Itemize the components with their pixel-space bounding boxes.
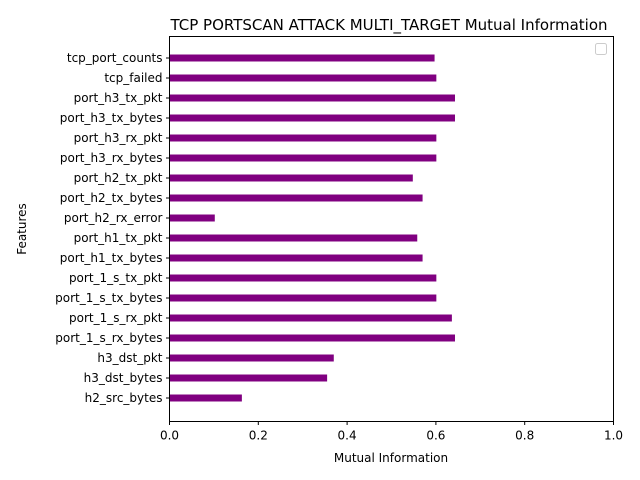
y-tick-label-port-h2-rx-error: port_h2_rx_error	[64, 211, 163, 225]
bar-port-h3-tx-pkt	[170, 95, 455, 102]
y-tick-label-h3-dst-bytes: h3_dst_bytes	[84, 371, 163, 385]
y-tick-label-port-h2-tx-bytes: port_h2_tx_bytes	[60, 191, 163, 205]
bar-port-1-s-rx-bytes	[170, 335, 455, 342]
x-axis-ticks: 0.0 0.2 0.4 0.6 0.8 1.0	[160, 422, 623, 443]
x-tick-label: 1.0	[604, 429, 623, 443]
bar-tcp-failed	[170, 75, 437, 82]
bar-port-h3-rx-pkt	[170, 135, 437, 142]
bars-group	[170, 55, 455, 402]
y-axis-ticks: tcp_port_counts tcp_failed port_h3_tx_pktp…	[55, 51, 169, 405]
y-tick-label-port-1-s-tx-pkt: port_1_s_tx_pkt	[69, 271, 163, 285]
bar-port-1-s-tx-pkt	[170, 275, 437, 282]
x-tick-label: 0.8	[515, 429, 534, 443]
y-tick-label-h3-dst-pkt: h3_dst_pkt	[97, 351, 162, 365]
bar-port-h3-rx-bytes	[170, 155, 437, 162]
bar-port-1-s-tx-bytes	[170, 295, 437, 302]
y-tick-label-port-1-s-rx-pkt: port_1_s_rx_pkt	[69, 311, 163, 325]
y-tick-label-port-h1-tx-bytes: port_h1_tx_bytes	[60, 251, 163, 265]
x-tick-label: 0.6	[426, 429, 445, 443]
bar-port-h3-tx-bytes	[170, 115, 455, 122]
y-tick-label-port-h3-rx-bytes: port_h3_rx_bytes	[60, 151, 163, 165]
plot-frame	[170, 37, 614, 422]
x-tick-label: 0.2	[249, 429, 268, 443]
legend-box	[596, 44, 607, 55]
y-axis-label: Features	[15, 203, 29, 255]
y-tick-label-port-h2-tx-pkt: port_h2_tx_pkt	[74, 171, 163, 185]
bar-port-h1-tx-bytes	[170, 255, 423, 262]
x-tick-label: 0.0	[160, 429, 179, 443]
chart-title: TCP PORTSCAN ATTACK MULTI_TARGET Mutual …	[169, 16, 607, 35]
y-tick-label-port-h3-tx-bytes: port_h3_tx_bytes	[60, 111, 163, 125]
y-tick-label-port-h3-rx-pkt: port_h3_rx_pkt	[74, 131, 163, 145]
y-tick-label-tcp-failed: tcp_failed	[104, 71, 162, 85]
x-tick-label: 0.4	[338, 429, 357, 443]
y-tick-label-h2-src-bytes: h2_src_bytes	[85, 391, 163, 405]
y-tick-label-port-h3-tx-pkt: port_h3_tx_pkt	[74, 91, 163, 105]
bar-port-h2-tx-pkt	[170, 175, 413, 182]
y-tick-label-port-h1-tx-pkt: port_h1_tx_pkt	[74, 231, 163, 245]
bar-h3-dst-pkt	[170, 355, 334, 362]
bar-port-h2-rx-error	[170, 215, 215, 222]
bar-port-h2-tx-bytes	[170, 195, 423, 202]
bar-port-h1-tx-pkt	[170, 235, 418, 242]
x-axis-label: Mutual Information	[334, 451, 448, 465]
bar-tcp-port-counts	[170, 55, 435, 62]
y-tick-label-port-1-s-rx-bytes: port_1_s_rx_bytes	[55, 331, 162, 345]
bar-h2-src-bytes	[170, 395, 242, 402]
y-tick-label-tcp-port-counts: tcp_port_counts	[67, 51, 163, 65]
bar-port-1-s-rx-pkt	[170, 315, 452, 322]
bar-h3-dst-bytes	[170, 375, 328, 382]
y-tick-label-port-1-s-tx-bytes: port_1_s_tx_bytes	[55, 291, 162, 305]
